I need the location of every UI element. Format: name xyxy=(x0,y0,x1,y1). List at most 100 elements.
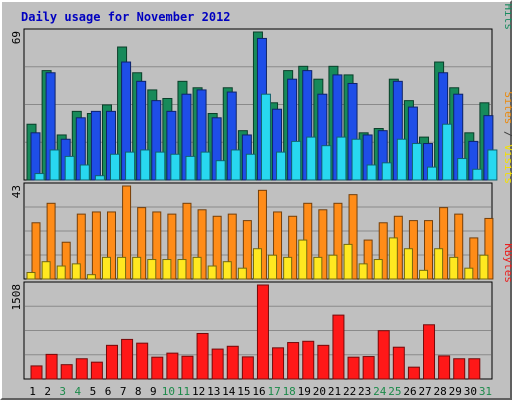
requests-bar-pages-day-18 xyxy=(291,140,302,181)
visits-bar-visits-day-27 xyxy=(424,220,434,280)
x-tick-day-16: 16 xyxy=(252,385,265,398)
requests-bar-pages-day-9 xyxy=(155,151,166,181)
visits-bar-visits-day-7 xyxy=(122,185,132,280)
visits-bar-sites-day-5 xyxy=(86,274,96,280)
requests-bar-pages-day-17 xyxy=(276,151,287,181)
requests-bar-pages-day-29 xyxy=(457,158,468,181)
requests-bar-pages-day-21 xyxy=(336,136,347,181)
visits-bar-visits-day-17 xyxy=(273,211,283,280)
kbytes-bar-kbytes-day-23 xyxy=(362,356,375,380)
x-tick-day-25: 25 xyxy=(388,385,401,398)
visits-bar-sites-day-17 xyxy=(268,254,278,280)
kbytes-bar-kbytes-day-2 xyxy=(45,353,58,380)
x-tick-day-4: 4 xyxy=(75,385,82,398)
visits-bar-visits-day-1 xyxy=(31,222,41,280)
visits-bar-visits-day-5 xyxy=(91,211,101,280)
visits-bar-sites-day-8 xyxy=(132,256,142,280)
requests-bar-pages-day-26 xyxy=(411,143,422,181)
visits-bar-visits-day-9 xyxy=(152,211,162,280)
visits-ymax-label: 43 xyxy=(10,185,23,198)
visits-bar-sites-day-23 xyxy=(358,263,368,280)
kbytes-bar-kbytes-day-21 xyxy=(332,314,345,380)
kbytes-legend: KBytes xyxy=(502,243,512,283)
x-tick-day-13: 13 xyxy=(207,385,220,398)
visits-bar-sites-day-10 xyxy=(162,259,172,280)
x-tick-day-7: 7 xyxy=(120,385,127,398)
visits-bar-sites-day-26 xyxy=(403,248,413,280)
visits-bar-visits-day-20 xyxy=(318,209,328,280)
visits-series-sites xyxy=(26,237,489,280)
visits-bar-sites-day-9 xyxy=(147,259,157,280)
visits-bar-sites-day-7 xyxy=(117,256,127,280)
requests-bar-pages-day-10 xyxy=(170,153,181,181)
visits-bar-visits-day-15 xyxy=(242,220,252,280)
requests-bar-pages-day-31 xyxy=(487,149,498,181)
visits-legend-item-1: / xyxy=(502,124,512,144)
kbytes-bar-kbytes-day-18 xyxy=(287,342,300,380)
requests-bar-pages-day-20 xyxy=(321,145,332,181)
requests-bar-pages-day-15 xyxy=(245,153,256,181)
kbytes-bar-kbytes-day-14 xyxy=(226,345,239,380)
kbytes-bar-kbytes-day-1 xyxy=(30,365,43,380)
requests-bar-pages-day-24 xyxy=(381,162,392,181)
visits-series-visits xyxy=(31,185,494,280)
requests-panel: 69 Pages / Files / Hits xyxy=(10,2,512,181)
visits-bar-sites-day-6 xyxy=(101,256,111,280)
visits-bar-visits-day-29 xyxy=(454,213,464,280)
kbytes-bar-kbytes-day-13 xyxy=(211,348,224,380)
x-tick-day-26: 26 xyxy=(403,385,416,398)
visits-bar-sites-day-19 xyxy=(298,239,308,280)
visits-bar-sites-day-28 xyxy=(434,248,444,280)
requests-bar-pages-day-5 xyxy=(94,175,105,181)
visits-bar-visits-day-30 xyxy=(469,237,479,280)
requests-bar-pages-day-28 xyxy=(442,123,453,181)
requests-bar-pages-day-11 xyxy=(185,155,196,181)
requests-bar-pages-day-19 xyxy=(306,136,317,181)
x-tick-day-22: 22 xyxy=(343,385,356,398)
visits-bar-sites-day-15 xyxy=(237,267,247,280)
x-tick-day-10: 10 xyxy=(162,385,175,398)
requests-bar-pages-day-3 xyxy=(64,155,75,181)
visits-bar-visits-day-4 xyxy=(76,213,86,280)
x-tick-day-2: 2 xyxy=(44,385,51,398)
visits-bar-visits-day-22 xyxy=(348,194,358,280)
requests-bar-pages-day-22 xyxy=(351,138,362,181)
visits-bar-visits-day-14 xyxy=(227,213,237,280)
visits-bar-sites-day-24 xyxy=(373,259,383,280)
x-tick-day-14: 14 xyxy=(222,385,236,398)
x-tick-day-17: 17 xyxy=(267,385,280,398)
requests-legend-item-3: / xyxy=(502,2,512,4)
visits-bar-sites-day-20 xyxy=(313,256,323,280)
visits-bar-sites-day-25 xyxy=(388,237,398,280)
kbytes-bar-kbytes-day-4 xyxy=(75,358,88,380)
visits-bar-visits-day-31 xyxy=(484,217,494,280)
requests-bar-pages-day-6 xyxy=(109,153,120,181)
visits-bar-sites-day-30 xyxy=(464,267,474,280)
visits-bar-visits-day-11 xyxy=(182,202,192,280)
kbytes-bar-kbytes-day-16 xyxy=(256,284,269,380)
x-tick-day-19: 19 xyxy=(298,385,311,398)
visits-bar-sites-day-31 xyxy=(479,254,489,280)
x-tick-day-1: 1 xyxy=(29,385,36,398)
x-tick-day-8: 8 xyxy=(135,385,142,398)
requests-bar-pages-day-30 xyxy=(472,168,483,181)
requests-series-pages xyxy=(34,93,498,181)
kbytes-bar-kbytes-day-12 xyxy=(196,332,209,380)
visits-bar-sites-day-22 xyxy=(343,243,353,280)
kbytes-bar-kbytes-day-22 xyxy=(347,356,360,380)
visits-legend-item-2: Visits xyxy=(502,144,512,184)
requests-bar-pages-day-2 xyxy=(49,149,60,181)
visits-bar-sites-day-27 xyxy=(419,269,429,280)
chart-title: Daily usage for November 2012 xyxy=(21,10,231,24)
visits-bar-visits-day-2 xyxy=(46,202,56,280)
x-tick-day-12: 12 xyxy=(192,385,205,398)
visits-bar-visits-day-3 xyxy=(61,241,71,280)
kbytes-series-kbytes xyxy=(30,284,481,380)
x-tick-day-31: 31 xyxy=(479,385,492,398)
kbytes-bar-kbytes-day-19 xyxy=(302,340,315,380)
x-tick-day-20: 20 xyxy=(313,385,326,398)
kbytes-bar-kbytes-day-3 xyxy=(60,364,73,380)
visits-bar-visits-day-6 xyxy=(106,211,116,280)
kbytes-bar-kbytes-day-5 xyxy=(90,361,103,380)
